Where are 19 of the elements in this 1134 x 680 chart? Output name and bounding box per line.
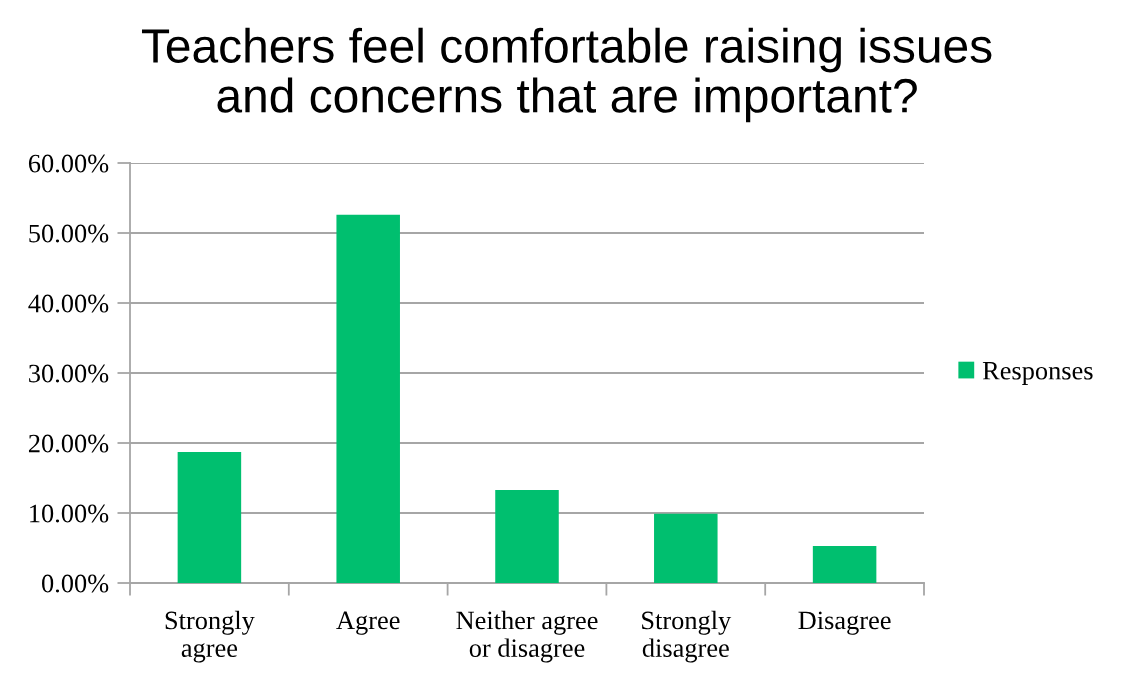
y-tick-label: 10.00% [30,504,109,523]
y-tick-label: 0.00% [42,574,109,593]
y-tick-label: 30.00% [29,364,109,383]
bar [336,214,400,583]
y-tick-label: 50.00% [29,224,109,243]
x-tick-label: Disagree [798,611,891,635]
legend-label: Responses [982,362,1093,385]
bar [177,452,242,583]
bar [812,545,877,583]
x-tick-label: Strongly disagree [642,610,732,663]
y-tick-label: 40.00% [28,294,109,313]
bar [654,513,718,583]
y-tick-label: 20.00% [28,434,109,453]
x-tick-label: Agree [336,611,400,635]
x-tick-label: Strongly agree [165,610,255,663]
x-tick-label: Neither agree or disagree [456,610,598,663]
y-tick-label: 60.00% [28,154,109,173]
bar [495,489,559,583]
chart-title: Teachers feel comfortable raising issues and concerns that are important? [141,27,992,123]
